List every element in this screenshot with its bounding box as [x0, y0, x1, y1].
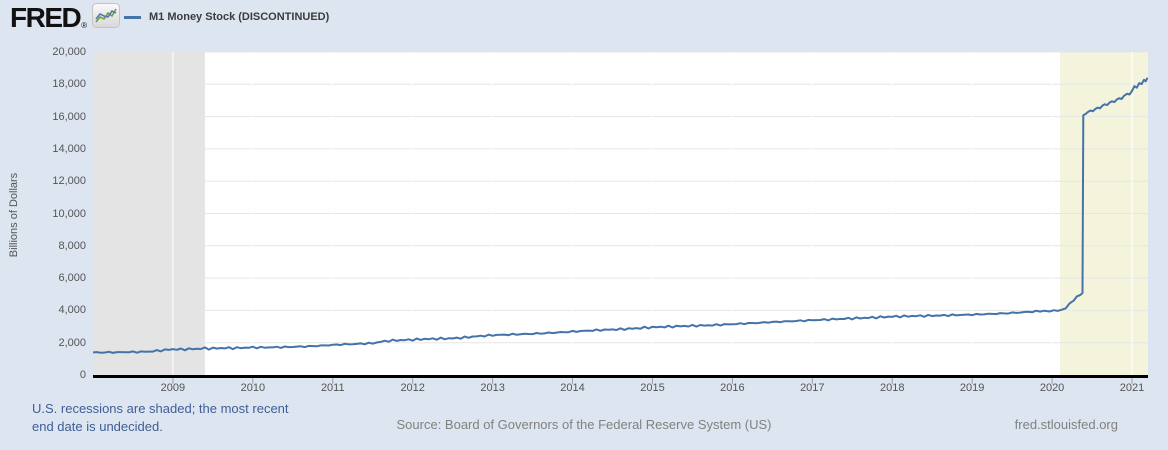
- x-tick-label: 2011: [320, 382, 345, 394]
- source-link[interactable]: Source: Board of Governors of the Federa…: [396, 417, 772, 432]
- recession-note-line2: end date is undecided.: [32, 419, 163, 434]
- fred-logo-chart-icon: [92, 3, 121, 33]
- fred-site-link[interactable]: fred.stlouisfed.org: [1014, 417, 1118, 432]
- x-tick-label: 2012: [400, 382, 425, 394]
- x-tick-label: 2010: [240, 382, 266, 394]
- m1-series-line: [93, 77, 1148, 354]
- y-tick-label: 14,000: [52, 142, 86, 155]
- series-label: M1 Money Stock (DISCONTINUED): [149, 11, 330, 23]
- x-tick-label: 2019: [959, 382, 985, 394]
- x-tick-label: 2018: [879, 382, 905, 394]
- x-tick-label: 2014: [560, 382, 585, 394]
- fred-logo-text: FRED: [10, 2, 82, 33]
- y-tick-label: 4,000: [58, 304, 86, 317]
- y-tick-label: 18,000: [52, 78, 86, 91]
- y-tick-label: 2,000: [58, 336, 86, 349]
- x-tick-label: 2016: [720, 382, 745, 394]
- y-tick-label: 16,000: [52, 110, 86, 123]
- x-tick-label: 2017: [800, 382, 825, 394]
- recession-note-link[interactable]: U.S. recessions are shaded; the most rec…: [32, 400, 289, 436]
- series-line-swatch: [124, 15, 141, 19]
- y-axis-title-wrap: Billions of Dollars: [6, 120, 22, 310]
- chart-legend: M1 Money Stock (DISCONTINUED): [124, 11, 329, 23]
- registered-trademark-icon: ®: [81, 21, 88, 30]
- plot-area[interactable]: [93, 52, 1148, 384]
- y-tick-label: 0: [79, 369, 86, 381]
- y-tick-label: 12,000: [52, 175, 86, 188]
- x-axis-line: [93, 375, 1148, 378]
- y-tick-label: 8,000: [58, 239, 86, 252]
- x-tick-label: 2015: [640, 382, 665, 394]
- x-tick-label: 2020: [1039, 382, 1065, 394]
- recession-note-line1: U.S. recessions are shaded; the most rec…: [32, 401, 289, 416]
- x-tick-label: 2009: [160, 382, 186, 394]
- y-tick-label: 20,000: [52, 46, 86, 58]
- y-tick-label: 6,000: [58, 272, 86, 285]
- x-tick-label: 2013: [480, 382, 505, 394]
- y-axis-title: Billions of Dollars: [8, 172, 20, 258]
- x-tick-label: 2021: [1119, 382, 1145, 394]
- y-tick-label: 10,000: [52, 207, 86, 220]
- fred-logo[interactable]: FRED ®: [10, 2, 121, 33]
